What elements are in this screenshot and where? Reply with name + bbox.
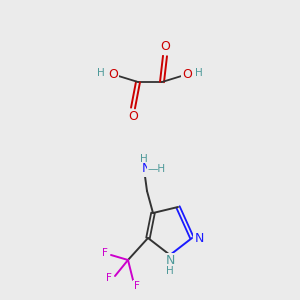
Text: O: O — [108, 68, 118, 80]
Text: H: H — [195, 68, 203, 78]
Text: N: N — [194, 232, 204, 244]
Text: F: F — [102, 248, 108, 258]
Text: F: F — [106, 273, 112, 283]
Text: —H: —H — [148, 164, 166, 174]
Text: O: O — [182, 68, 192, 80]
Text: N: N — [141, 163, 151, 176]
Text: H: H — [97, 68, 105, 78]
Text: O: O — [160, 40, 170, 53]
Text: F: F — [134, 281, 140, 291]
Text: N: N — [165, 254, 175, 266]
Text: H: H — [140, 154, 148, 164]
Text: H: H — [166, 266, 174, 276]
Text: O: O — [128, 110, 138, 124]
